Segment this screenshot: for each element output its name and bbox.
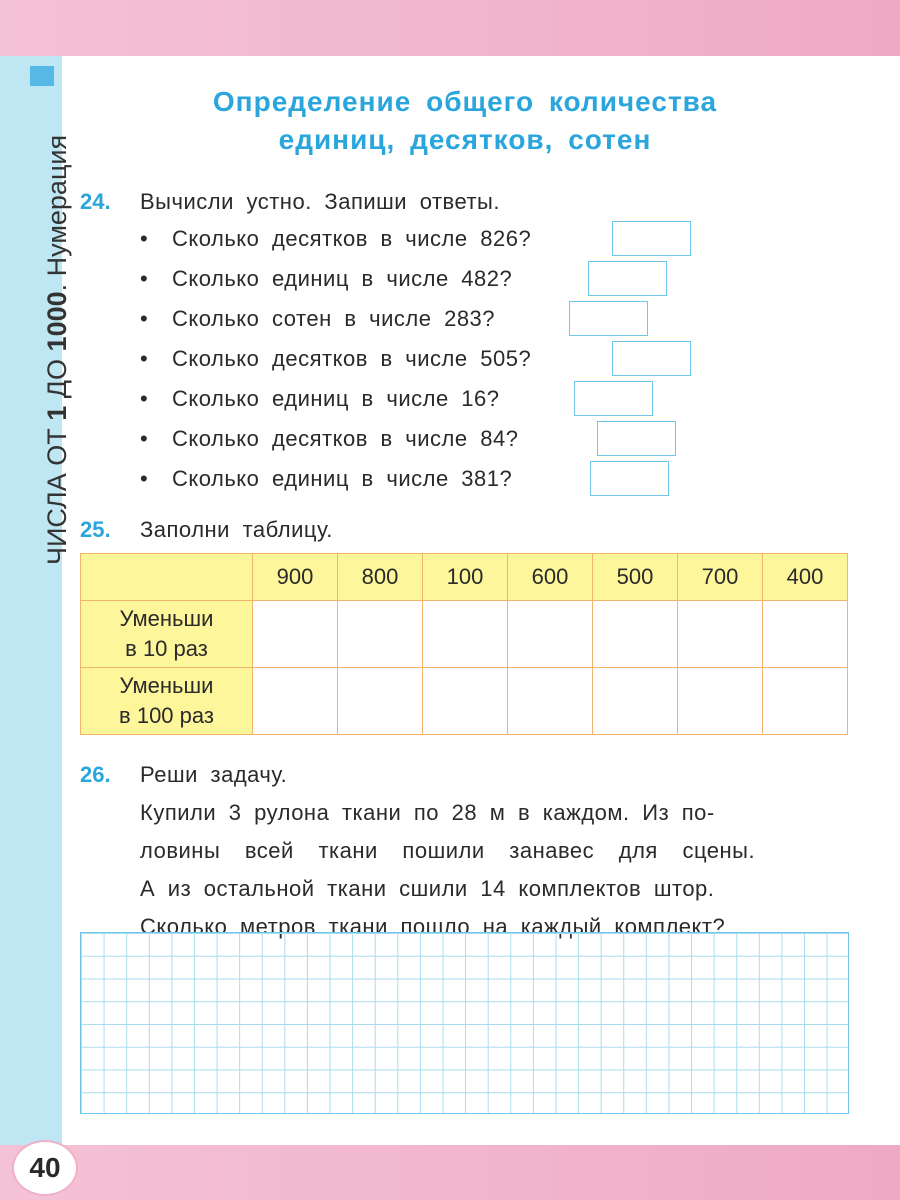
task-25-number: 25. bbox=[80, 517, 111, 542]
task-26-text: Реши задачу. bbox=[140, 762, 288, 787]
answer-cell[interactable] bbox=[677, 600, 763, 668]
answer-cell[interactable] bbox=[337, 667, 423, 735]
answer-cell[interactable] bbox=[592, 600, 678, 668]
answer-grid[interactable] bbox=[80, 932, 849, 1114]
col-header: 900 bbox=[252, 553, 338, 601]
answer-cell[interactable] bbox=[422, 667, 508, 735]
row-label: Уменьши в 100 раз bbox=[80, 667, 253, 735]
answer-cell[interactable] bbox=[252, 600, 338, 668]
col-header: 700 bbox=[677, 553, 763, 601]
page-title: Определение общего количества bbox=[212, 86, 718, 117]
page-subtitle: единиц, десятков, сотен bbox=[278, 124, 652, 155]
question-text: Сколько десятков в числе 826? bbox=[172, 226, 532, 251]
bullet: • bbox=[140, 306, 148, 331]
section-marker bbox=[30, 66, 54, 86]
answer-cell[interactable] bbox=[762, 600, 848, 668]
answer-box[interactable] bbox=[612, 221, 691, 256]
answer-box[interactable] bbox=[597, 421, 676, 456]
bullet: • bbox=[140, 266, 148, 291]
problem-line: А из остальной ткани сшили 14 комплектов… bbox=[140, 876, 715, 901]
col-header: 800 bbox=[337, 553, 423, 601]
task-24-number: 24. bbox=[80, 189, 111, 214]
row-label: Уменьши в 10 раз bbox=[80, 600, 253, 668]
answer-box[interactable] bbox=[574, 381, 653, 416]
col-header: 500 bbox=[592, 553, 678, 601]
bullet: • bbox=[140, 466, 148, 491]
question-text: Сколько десятков в числе 84? bbox=[172, 426, 519, 451]
task-26-number: 26. bbox=[80, 762, 111, 787]
col-header: 600 bbox=[507, 553, 593, 601]
answer-box[interactable] bbox=[612, 341, 691, 376]
answer-cell[interactable] bbox=[762, 667, 848, 735]
bullet: • bbox=[140, 226, 148, 251]
top-band bbox=[0, 0, 900, 56]
problem-line: Купили 3 рулона ткани по 28 м в каждом. … bbox=[140, 800, 715, 825]
question-text: Сколько десятков в числе 505? bbox=[172, 346, 532, 371]
question-text: Сколько сотен в числе 283? bbox=[172, 306, 496, 331]
answer-cell[interactable] bbox=[337, 600, 423, 668]
task-25-text: Заполни таблицу. bbox=[140, 517, 333, 542]
problem-line: ловины всей ткани пошили занавес для сце… bbox=[140, 838, 756, 863]
answer-cell[interactable] bbox=[592, 667, 678, 735]
question-text: Сколько единиц в числе 482? bbox=[172, 266, 513, 291]
bullet: • bbox=[140, 346, 148, 371]
answer-box[interactable] bbox=[588, 261, 667, 296]
section-label: ЧИСЛА ОТ 1 ДО 1000. Нумерация bbox=[42, 134, 72, 565]
col-header: 400 bbox=[762, 553, 848, 601]
answer-cell[interactable] bbox=[677, 667, 763, 735]
fill-table: 900 800 100 600 500 700 400 Уменьши в 10 … bbox=[80, 553, 848, 735]
bullet: • bbox=[140, 426, 148, 451]
answer-cell[interactable] bbox=[507, 600, 593, 668]
answer-box[interactable] bbox=[590, 461, 669, 496]
bottom-band bbox=[0, 1145, 900, 1200]
bullet: • bbox=[140, 386, 148, 411]
question-text: Сколько единиц в числе 16? bbox=[172, 386, 500, 411]
question-text: Сколько единиц в числе 381? bbox=[172, 466, 513, 491]
table-corner bbox=[80, 553, 253, 601]
page-number: 40 bbox=[12, 1140, 78, 1196]
task-24-text: Вычисли устно. Запиши ответы. bbox=[140, 189, 500, 214]
side-strip bbox=[0, 56, 62, 1145]
answer-cell[interactable] bbox=[422, 600, 508, 668]
answer-cell[interactable] bbox=[252, 667, 338, 735]
answer-box[interactable] bbox=[569, 301, 648, 336]
answer-cell[interactable] bbox=[507, 667, 593, 735]
col-header: 100 bbox=[422, 553, 508, 601]
